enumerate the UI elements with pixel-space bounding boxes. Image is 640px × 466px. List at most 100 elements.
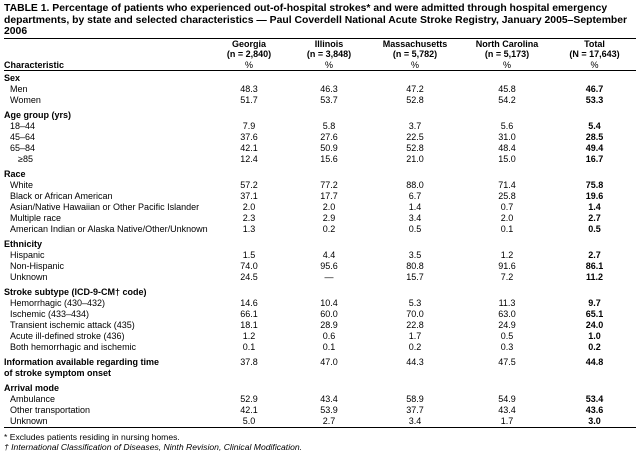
data-row: Women 51.7 53.7 52.8 54.2 53.3 — [4, 95, 636, 106]
column-unit: % — [410, 59, 419, 70]
empty-cell — [209, 379, 636, 394]
section-text: Stroke subtype (ICD-9-CM† code) — [4, 287, 147, 297]
column-name: North Carolina — [475, 38, 539, 49]
data-row: Acute ill-defined stroke (436) 1.2 0.6 1.7 0… — [4, 331, 636, 342]
row-label: Ambulance — [10, 394, 56, 404]
cell: 48.4 — [498, 143, 516, 153]
cell: 44.8 — [585, 357, 604, 367]
cell: 21.0 — [406, 154, 424, 164]
section-text: Race — [4, 169, 26, 179]
data-row: Black or African American 37.1 17.7 6.7 25.8… — [4, 191, 636, 202]
section-text: Information available regarding time of … — [4, 357, 160, 378]
cell: 77.2 — [320, 180, 338, 190]
data-row: Hispanic 1.5 4.4 3.5 1.2 2.7 — [4, 250, 636, 261]
row-label: American Indian or Alaska Native/Other/U… — [10, 224, 208, 234]
cell: 11.2 — [585, 272, 604, 282]
empty-cell — [209, 106, 636, 121]
column-n: (n = 5,173) — [484, 49, 530, 59]
empty-cell — [209, 283, 636, 298]
cell: 15.0 — [498, 154, 516, 164]
section-label: Race — [4, 165, 209, 180]
section-row: Stroke subtype (ICD-9-CM† code) — [4, 283, 636, 298]
cell: 0.6 — [322, 331, 336, 341]
cell: 6.7 — [408, 191, 422, 201]
column-n: (N = 17,643) — [569, 49, 620, 59]
cell: 3.0 — [588, 416, 601, 426]
row-label: Acute ill-defined stroke (436) — [10, 331, 125, 341]
data-row: Non-Hispanic 74.0 95.6 80.8 91.6 86.1 — [4, 261, 636, 272]
row-label: Black or African American — [10, 191, 113, 201]
column-unit: % — [590, 59, 599, 70]
cell: 0.5 — [588, 224, 601, 234]
cell: 53.9 — [320, 405, 338, 415]
data-row: Unknown 24.5 — 15.7 7.2 11.2 — [4, 272, 636, 283]
section-text: Ethnicity — [4, 239, 43, 249]
cell: 2.7 — [588, 250, 601, 260]
cell: 3.4 — [408, 213, 422, 223]
cell: 7.9 — [242, 121, 256, 131]
column-unit: % — [324, 59, 333, 70]
cell: 2.0 — [500, 213, 514, 223]
cell: 43.4 — [320, 394, 338, 404]
cell: 86.1 — [585, 261, 604, 271]
cell: 7.2 — [500, 272, 514, 282]
cell: 24.0 — [585, 320, 604, 330]
table-title: TABLE 1. Percentage of patients who expe… — [4, 3, 628, 37]
cell: 66.1 — [240, 309, 258, 319]
cell: 71.4 — [498, 180, 516, 190]
header-cell: Georgia (n = 2,840)% — [209, 38, 289, 71]
data-row: 45–64 37.6 27.6 22.5 31.0 28.5 — [4, 132, 636, 143]
empty-cell — [209, 165, 636, 180]
cell: 45.8 — [498, 84, 516, 94]
cell: 0.1 — [322, 342, 336, 352]
cell: 0.2 — [408, 342, 422, 352]
cell: 42.1 — [240, 143, 258, 153]
cell: 17.7 — [320, 191, 338, 201]
data-row: Ambulance 52.9 43.4 58.9 54.9 53.4 — [4, 394, 636, 405]
cell: 47.0 — [320, 357, 338, 367]
cell: 3.4 — [408, 416, 422, 426]
cell: 95.6 — [320, 261, 338, 271]
row-label: 45–64 — [10, 132, 36, 142]
cell: 1.7 — [408, 331, 422, 341]
cell: 43.6 — [585, 405, 604, 415]
column-n: (n = 5,782) — [392, 49, 438, 59]
row-label: Unknown — [10, 416, 48, 426]
cell: 50.9 — [320, 143, 338, 153]
column-label: Characteristic — [4, 59, 65, 70]
section-row: Arrival mode — [4, 379, 636, 394]
row-label: Multiple race — [10, 213, 62, 223]
cell: 52.8 — [406, 95, 424, 105]
header-cell: Illinois (n = 3,848)% — [289, 38, 369, 71]
cell: 0.5 — [408, 224, 422, 234]
cell: 46.3 — [320, 84, 338, 94]
data-row: Multiple race 2.3 2.9 3.4 2.0 2.7 — [4, 213, 636, 224]
cell: 10.4 — [320, 298, 338, 308]
cell: 0.5 — [500, 331, 514, 341]
cell: 31.0 — [498, 132, 516, 142]
cell: 24.5 — [240, 272, 258, 282]
cell: 0.7 — [500, 202, 514, 212]
cell: 1.0 — [588, 331, 601, 341]
cell: 1.4 — [588, 202, 601, 212]
row-label: Unknown — [10, 272, 48, 282]
empty-cell — [209, 235, 636, 250]
column-name: Total — [584, 38, 605, 49]
column-unit: % — [502, 59, 511, 70]
cell: 1.7 — [500, 416, 514, 426]
cell: 48.3 — [240, 84, 258, 94]
data-row: American Indian or Alaska Native/Other/U… — [4, 224, 636, 235]
section-label: Stroke subtype (ICD-9-CM† code) — [4, 283, 209, 298]
cell: 53.7 — [320, 95, 338, 105]
cell: 75.8 — [585, 180, 604, 190]
section-text: Sex — [4, 73, 21, 83]
section-text: Arrival mode — [4, 383, 60, 393]
cell: 5.8 — [322, 121, 336, 131]
cell: 58.9 — [406, 394, 424, 404]
cell: — — [324, 272, 334, 282]
data-row: Men 48.3 46.3 47.2 45.8 46.7 — [4, 84, 636, 95]
header-cell: Total (N = 17,643)% — [553, 38, 636, 71]
row-label: Both hemorrhagic and ischemic — [10, 342, 137, 352]
cell: 16.7 — [585, 154, 604, 164]
data-row: White 57.2 77.2 88.0 71.4 75.8 — [4, 180, 636, 191]
